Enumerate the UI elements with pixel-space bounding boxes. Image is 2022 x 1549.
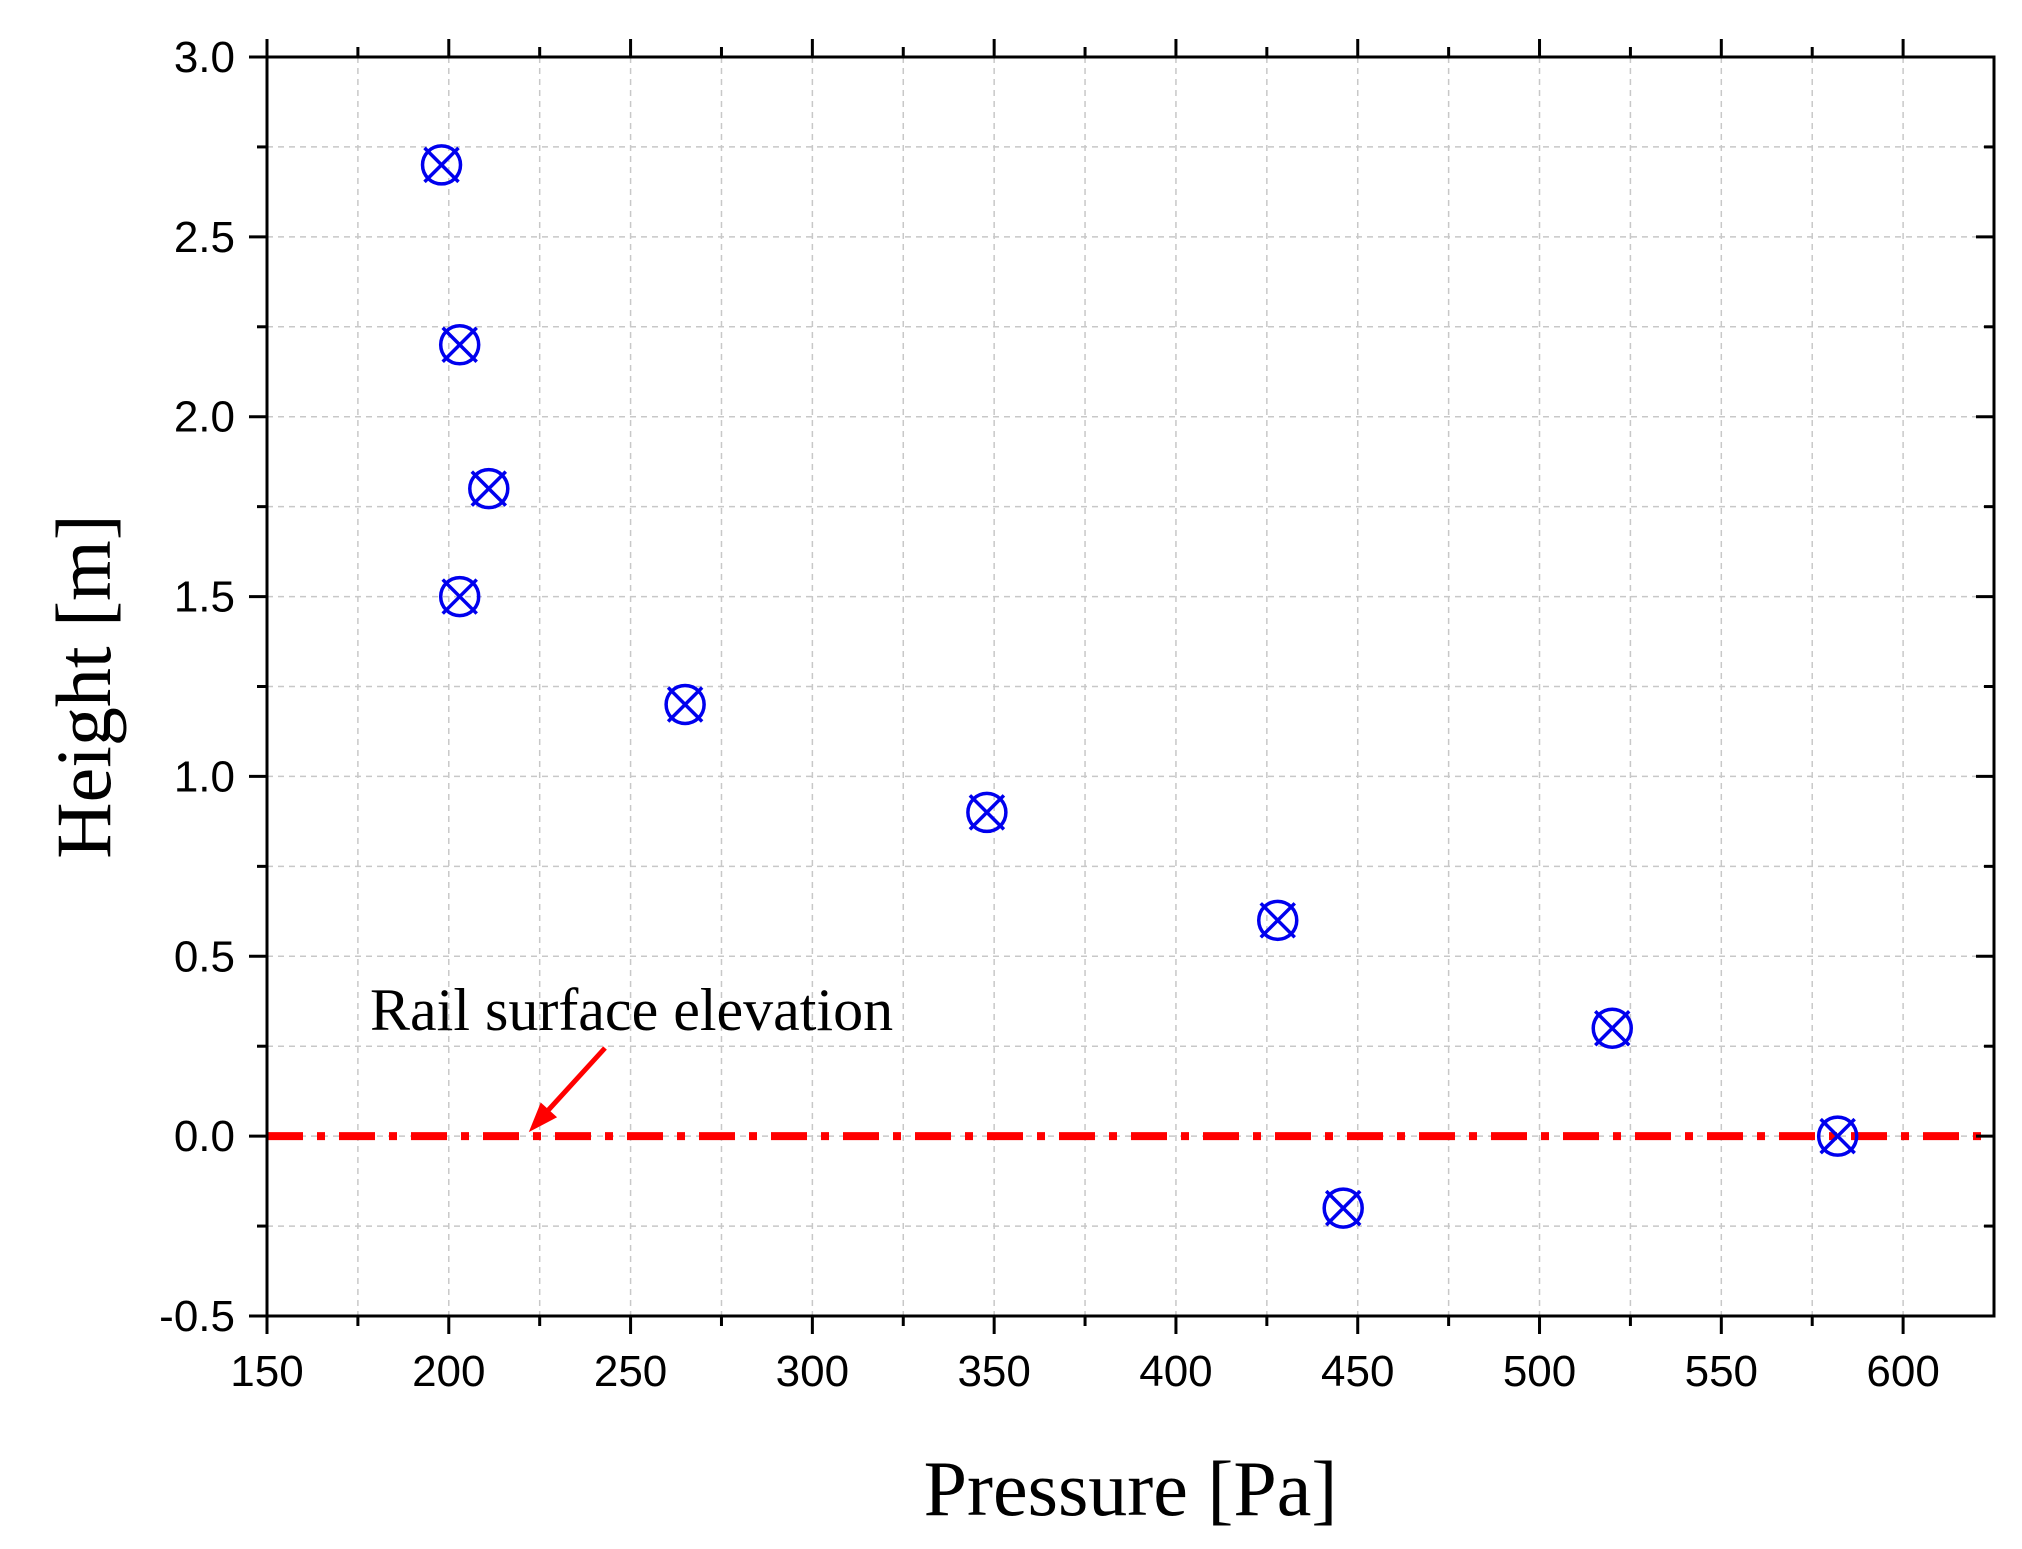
- data-point-cross: [1324, 1189, 1362, 1227]
- y-tick-label: 0.0: [174, 1112, 235, 1161]
- x-tick-label: 500: [1503, 1347, 1576, 1396]
- y-axis-title: Height [m]: [40, 514, 127, 858]
- annotation-arrow-head: [528, 1102, 558, 1133]
- x-tick-label: 200: [412, 1347, 485, 1396]
- x-tick-label: 300: [776, 1347, 849, 1396]
- data-point-circle: [1322, 1187, 1364, 1229]
- y-tick-label: 0.5: [174, 932, 235, 981]
- data-point: [966, 791, 1008, 834]
- y-tick-label: 1.0: [174, 752, 235, 801]
- annotation-text: Rail surface elevation: [370, 977, 893, 1043]
- data-point-cross: [441, 326, 478, 364]
- data-point: [1591, 1007, 1633, 1049]
- data-point-cross: [1259, 902, 1296, 939]
- data-point-circle: [1816, 1115, 1859, 1157]
- y-tick-label: 1.5: [174, 573, 235, 622]
- data-point-cross: [470, 470, 508, 507]
- x-tick-label: 350: [957, 1347, 1030, 1396]
- data-point-circle: [1256, 899, 1299, 942]
- data-point-cross: [423, 146, 460, 184]
- data-point-circle: [664, 683, 706, 726]
- annotation-layer: Rail surface elevation: [370, 977, 893, 1133]
- data-point-circle: [438, 575, 481, 618]
- data-point-cross: [666, 686, 704, 723]
- data-point: [1816, 1115, 1859, 1157]
- x-tick-label: 550: [1685, 1347, 1758, 1396]
- data-point-cross: [441, 578, 478, 615]
- x-tick-label: 250: [594, 1347, 667, 1396]
- data-point-cross: [968, 794, 1006, 831]
- x-tick-label: 600: [1866, 1347, 1939, 1396]
- y-tick-label: -0.5: [159, 1292, 235, 1341]
- data-point-circle: [1591, 1007, 1633, 1049]
- data-point: [664, 683, 706, 726]
- data-point-cross: [1819, 1117, 1856, 1155]
- x-tick-label: 400: [1139, 1347, 1212, 1396]
- data-point: [438, 575, 481, 618]
- data-point: [468, 467, 510, 510]
- data-point: [438, 324, 481, 366]
- x-tick-label: 450: [1321, 1347, 1394, 1396]
- data-point-circle: [438, 324, 481, 366]
- x-axis-title: Pressure [Pa]: [924, 1445, 1338, 1532]
- data-point-circle: [966, 791, 1008, 834]
- data-point: [420, 144, 463, 186]
- y-tick-label: 2.0: [174, 393, 235, 442]
- y-tick-label: 2.5: [174, 213, 235, 262]
- data-points: [420, 144, 1859, 1229]
- annotation-arrow-shaft: [540, 1046, 607, 1118]
- grid: [267, 57, 1994, 1316]
- data-point: [1322, 1187, 1364, 1229]
- axis-ticks: 150 200 250 300 350 400 450 500 550 600 -0.5 0.0 0.5…: [159, 33, 1994, 1396]
- x-tick-label: 150: [230, 1347, 303, 1396]
- data-point-circle: [468, 467, 510, 510]
- y-tick-label: 3.0: [174, 33, 235, 82]
- data-point: [1256, 899, 1299, 942]
- data-point-cross: [1594, 1009, 1631, 1047]
- data-point-circle: [420, 144, 463, 186]
